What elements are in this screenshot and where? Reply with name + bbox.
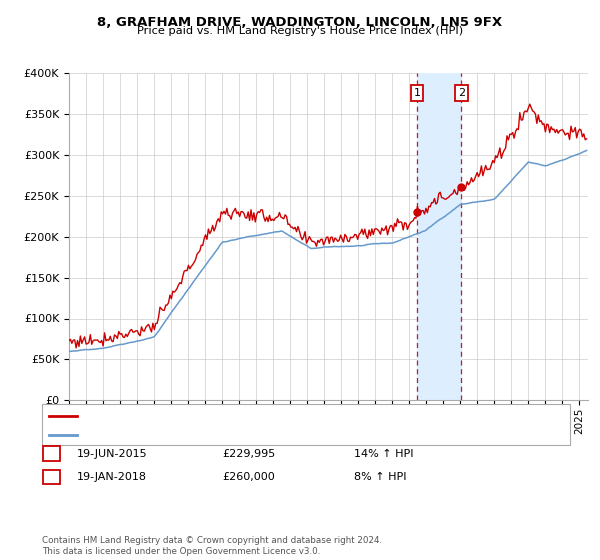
Text: 14% ↑ HPI: 14% ↑ HPI bbox=[354, 449, 413, 459]
Text: 1: 1 bbox=[413, 88, 421, 98]
Text: HPI: Average price, detached house, North Kesteven: HPI: Average price, detached house, Nort… bbox=[82, 430, 343, 440]
Text: 8, GRAFHAM DRIVE, WADDINGTON, LINCOLN, LN5 9FX (detached house): 8, GRAFHAM DRIVE, WADDINGTON, LINCOLN, L… bbox=[82, 411, 443, 421]
Text: 2: 2 bbox=[48, 472, 55, 482]
Text: Contains HM Land Registry data © Crown copyright and database right 2024.
This d: Contains HM Land Registry data © Crown c… bbox=[42, 536, 382, 556]
Text: 8% ↑ HPI: 8% ↑ HPI bbox=[354, 472, 407, 482]
Text: Price paid vs. HM Land Registry's House Price Index (HPI): Price paid vs. HM Land Registry's House … bbox=[137, 26, 463, 36]
Text: 2: 2 bbox=[458, 88, 465, 98]
Text: 19-JAN-2018: 19-JAN-2018 bbox=[77, 472, 147, 482]
Text: 1: 1 bbox=[48, 449, 55, 459]
Text: £260,000: £260,000 bbox=[222, 472, 275, 482]
Text: £229,995: £229,995 bbox=[222, 449, 275, 459]
Text: 8, GRAFHAM DRIVE, WADDINGTON, LINCOLN, LN5 9FX: 8, GRAFHAM DRIVE, WADDINGTON, LINCOLN, L… bbox=[97, 16, 503, 29]
Text: 19-JUN-2015: 19-JUN-2015 bbox=[77, 449, 148, 459]
Bar bbox=[417, 73, 461, 400]
